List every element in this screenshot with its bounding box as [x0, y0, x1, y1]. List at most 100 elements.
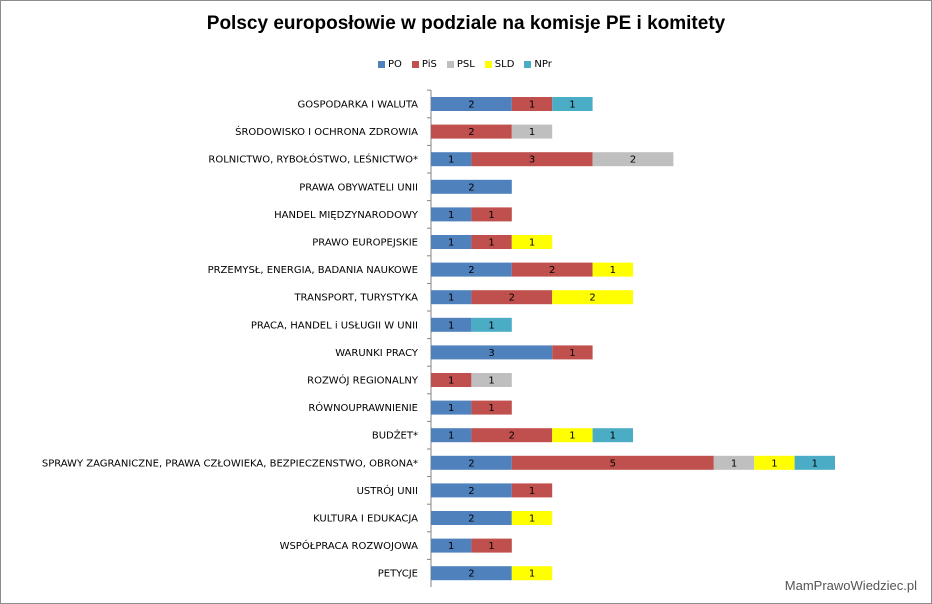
data-label: 1 [448, 541, 454, 552]
bar-segment-po [431, 317, 472, 332]
chart-legend: PO PiS PSL SLD NPr [378, 57, 562, 71]
legend-item-sld: SLD [484, 58, 515, 70]
legend-item-npr: NPr [524, 58, 552, 70]
bar-segment-npr [471, 317, 512, 332]
data-label: 1 [569, 431, 575, 442]
bar-segment-npr [794, 455, 835, 470]
category-label: TRANSPORT, TURYSTYKA [293, 293, 418, 304]
legend-item-po: PO [378, 59, 402, 70]
data-label: 1 [529, 238, 535, 249]
data-label: 2 [468, 182, 474, 193]
bar-segment-pis [511, 455, 714, 470]
data-label: 1 [610, 431, 616, 442]
category-label: RÓWNOUPRAWNIENIE [308, 401, 418, 414]
chart-title: Polscy europosłowie w podziale na komisj… [206, 13, 726, 34]
watermark: MamPrawoWiedziec.pl [784, 578, 917, 593]
bar-segment-po [431, 455, 512, 470]
data-label: 1 [488, 320, 494, 331]
category-label: HANDEL MIĘDZYNARODOWY [274, 210, 419, 221]
bar-segment-po [431, 262, 512, 277]
bar-segment-pis [511, 483, 553, 498]
data-label: 1 [488, 238, 494, 249]
category-label: USTRÓJ UNII [357, 484, 418, 497]
bar-segment-pis [552, 345, 593, 360]
bar-segment-sld [511, 566, 553, 581]
data-label: 2 [468, 100, 474, 111]
data-label: 2 [630, 155, 636, 166]
category-label: KULTURA I EDUKACJA [313, 514, 418, 525]
bar-segment-pis [431, 124, 512, 139]
legend-swatch [524, 60, 532, 68]
bar-segment-po [431, 207, 472, 222]
data-label: 1 [448, 320, 454, 331]
bar-segment-pis [471, 235, 512, 249]
category-label: PRAWA OBYWATELI UNII [299, 182, 418, 193]
bar-segment-po [431, 97, 512, 111]
bar-segment-pis [511, 97, 553, 111]
bar-segment-psl [471, 373, 512, 387]
bar-segment-pis [471, 538, 512, 553]
data-label: 1 [529, 514, 535, 525]
data-label: 2 [509, 431, 515, 442]
data-label: 2 [468, 486, 474, 497]
legend-swatch [484, 60, 492, 68]
data-label: 1 [610, 265, 616, 276]
data-label: 1 [569, 100, 575, 111]
bar-segment-sld [552, 290, 633, 305]
bar-segment-pis [471, 400, 512, 415]
bar-segment-pis [471, 428, 553, 443]
data-label: 5 [610, 458, 616, 469]
bar-segment-sld [511, 511, 553, 525]
bar-segment-po [431, 400, 472, 415]
bar-segment-po [431, 538, 472, 553]
bar-segment-po [431, 235, 472, 249]
bar-segment-sld [754, 455, 795, 470]
bar-segment-sld [592, 262, 633, 277]
data-label: 2 [468, 514, 474, 525]
data-label: 1 [569, 348, 575, 359]
legend-label: SLD [494, 58, 515, 70]
data-label: 1 [529, 486, 535, 497]
bar-segment-po [431, 290, 472, 305]
legend-swatch [446, 60, 454, 68]
legend-swatch [411, 60, 419, 68]
bar-segment-po [431, 566, 512, 581]
data-label: 1 [529, 569, 535, 580]
data-label: 1 [448, 376, 454, 387]
bar-segment-po [431, 345, 553, 360]
category-label: PRAWO EUROPEJSKIE [312, 238, 418, 249]
bar-segment-pis [471, 207, 512, 222]
data-label: 1 [448, 403, 454, 414]
data-label: 1 [488, 210, 494, 221]
bar-segment-pis [511, 262, 593, 277]
data-label: 3 [488, 348, 494, 359]
bar-segment-po [431, 511, 512, 525]
data-label: 1 [529, 100, 535, 111]
category-label: WARUNKI PRACY [335, 348, 419, 359]
legend-label: NPr [534, 58, 552, 70]
data-label: 1 [448, 238, 454, 249]
data-label: 1 [771, 458, 777, 469]
data-label: 1 [488, 376, 494, 387]
legend-label: PiS [421, 58, 437, 70]
data-label: 1 [448, 210, 454, 221]
bar-segment-pis [431, 373, 472, 387]
bar-segment-po [431, 483, 512, 498]
data-label: 1 [488, 403, 494, 414]
data-label: 1 [529, 127, 535, 138]
category-label: PRACA, HANDEL i USŁUGII W UNII [251, 320, 418, 331]
bar-segment-psl [713, 455, 755, 470]
data-label: 2 [468, 458, 474, 469]
legend-item-pis: PiS [411, 58, 437, 70]
bar-segment-po [431, 179, 512, 194]
bar-segment-po [431, 428, 472, 443]
bar-segment-pis [471, 290, 553, 305]
category-label: PETYCJE [378, 569, 418, 580]
category-label: SPRAWY ZAGRANICZNE, PRAWA CZŁOWIEKA, BEZ… [42, 458, 418, 469]
category-label: WSPÓŁPRACA ROZWOJOWA [280, 539, 419, 552]
data-label: 2 [549, 265, 555, 276]
bar-segment-npr [552, 97, 593, 111]
data-label: 2 [468, 265, 474, 276]
